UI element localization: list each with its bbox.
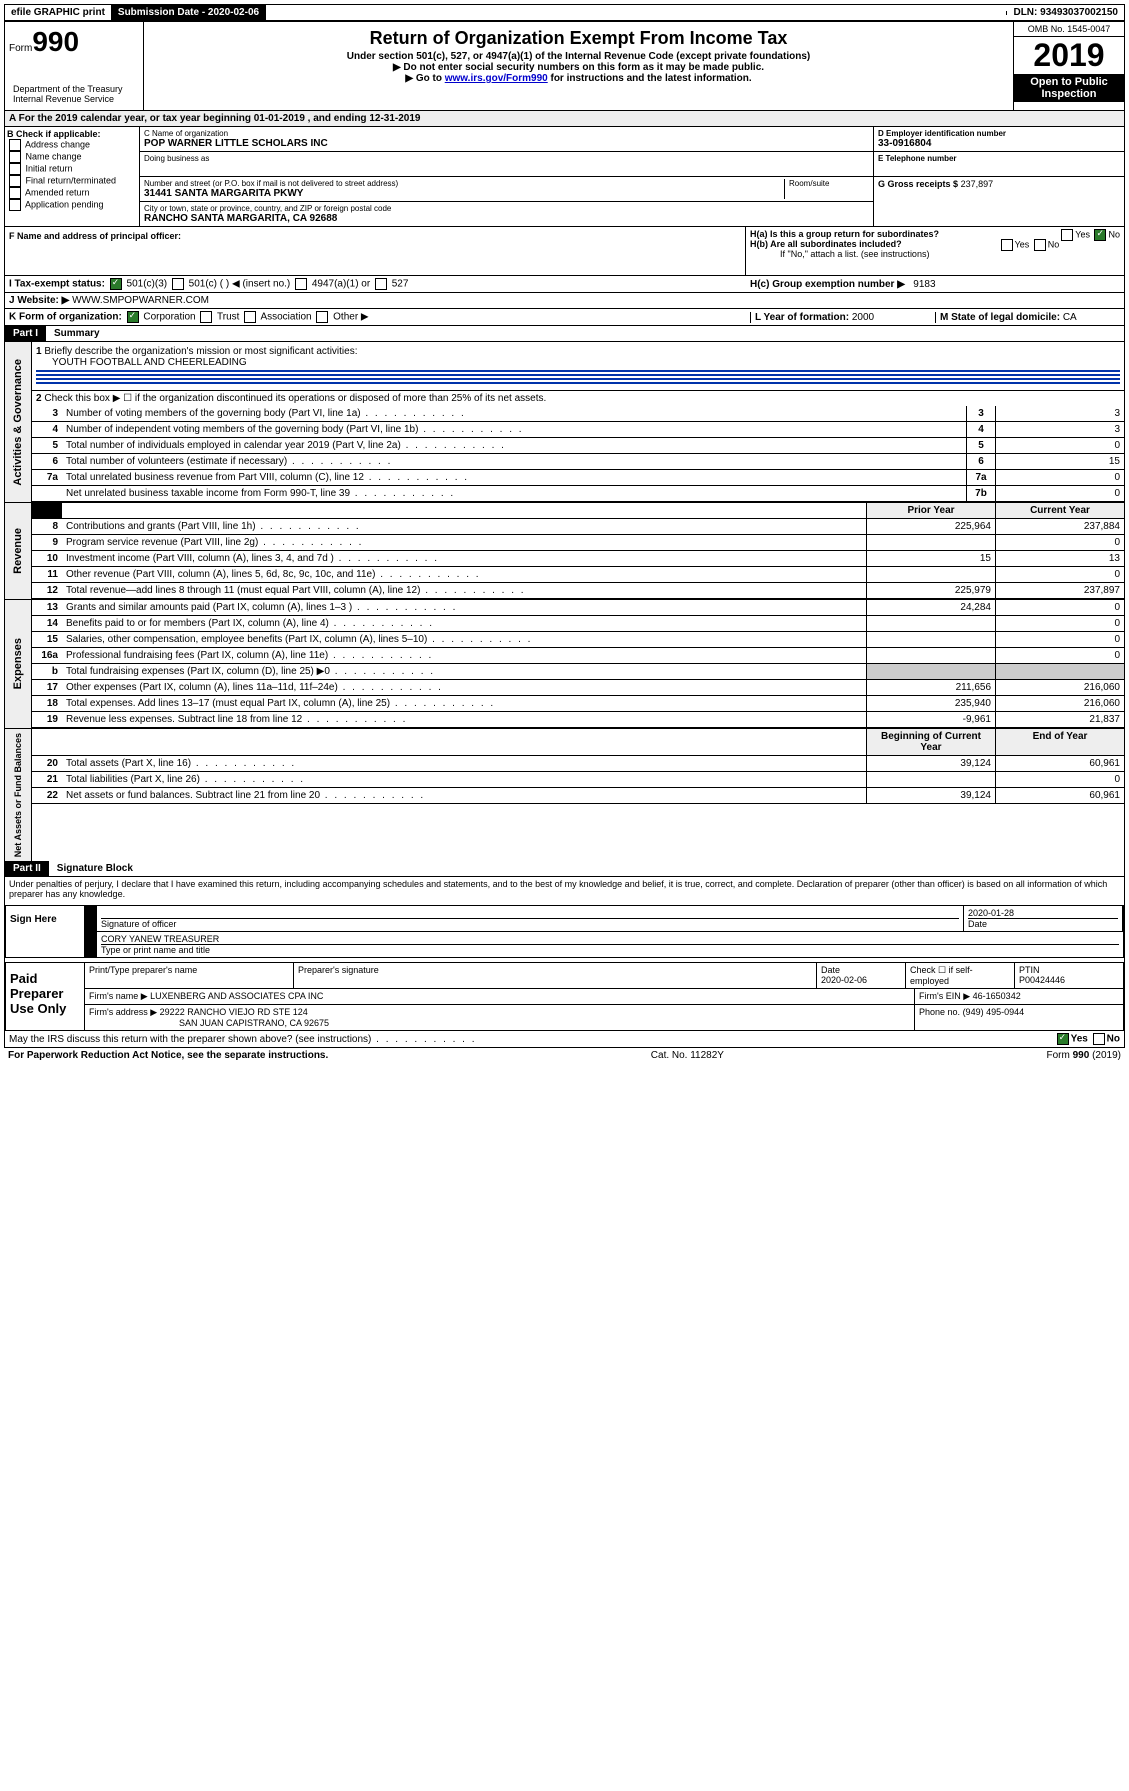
perjury-text: Under penalties of perjury, I declare th… [5, 877, 1124, 901]
table-row: 6Total number of volunteers (estimate if… [32, 454, 1124, 470]
checkbox-item[interactable]: Address change [7, 139, 137, 151]
col-b: B Check if applicable: Address change Na… [5, 127, 140, 226]
dept-label: Department of the Treasury Internal Reve… [9, 82, 139, 106]
checkbox-item[interactable]: Final return/terminated [7, 175, 137, 187]
form-id-block: Form990 Department of the Treasury Inter… [5, 22, 144, 110]
irs-link[interactable]: www.irs.gov/Form990 [445, 73, 548, 84]
col-d: D Employer identification number33-09168… [873, 127, 1124, 226]
form-title: Return of Organization Exempt From Incom… [148, 28, 1009, 49]
period-row: A For the 2019 calendar year, or tax yea… [5, 111, 1124, 127]
table-row: 10Investment income (Part VIII, column (… [32, 551, 1124, 567]
checkbox-item[interactable]: Initial return [7, 163, 137, 175]
table-row: 7aTotal unrelated business revenue from … [32, 470, 1124, 486]
table-row: 18Total expenses. Add lines 13–17 (must … [32, 696, 1124, 712]
table-row: 17Other expenses (Part IX, column (A), l… [32, 680, 1124, 696]
form-container: Form990 Department of the Treasury Inter… [4, 21, 1125, 1048]
table-row: 13Grants and similar amounts paid (Part … [32, 600, 1124, 616]
entity-grid: B Check if applicable: Address change Na… [5, 127, 1124, 227]
col-c: C Name of organizationPOP WARNER LITTLE … [140, 127, 873, 226]
table-row: 21Total liabilities (Part X, line 26)0 [32, 772, 1124, 788]
table-row: 8Contributions and grants (Part VIII, li… [32, 519, 1124, 535]
dln: DLN: 93493037002150 [1007, 5, 1124, 20]
table-row: 19Revenue less expenses. Subtract line 1… [32, 712, 1124, 728]
title-block: Return of Organization Exempt From Incom… [144, 22, 1013, 110]
table-row: 11Other revenue (Part VIII, column (A), … [32, 567, 1124, 583]
table-row: bTotal fundraising expenses (Part IX, co… [32, 664, 1124, 680]
table-row: 9Program service revenue (Part VIII, lin… [32, 535, 1124, 551]
table-row: 12Total revenue—add lines 8 through 11 (… [32, 583, 1124, 599]
table-row: 14Benefits paid to or for members (Part … [32, 616, 1124, 632]
sign-here-block: Sign Here Signature of officer2020-01-28… [5, 905, 1124, 958]
paid-preparer-block: Paid Preparer Use Only Print/Type prepar… [5, 962, 1124, 1031]
table-row: 22Net assets or fund balances. Subtract … [32, 788, 1124, 804]
footer: For Paperwork Reduction Act Notice, see … [4, 1048, 1125, 1063]
checkbox-item[interactable]: Amended return [7, 187, 137, 199]
principal-officer: F Name and address of principal officer: [5, 227, 746, 275]
table-row: 15Salaries, other compensation, employee… [32, 632, 1124, 648]
efile-label: efile GRAPHIC print [5, 5, 112, 20]
checkbox-item[interactable]: Application pending [7, 199, 137, 211]
submission-date: Submission Date - 2020-02-06 [112, 5, 266, 20]
table-row: 20Total assets (Part X, line 16)39,12460… [32, 756, 1124, 772]
table-row: 5Total number of individuals employed in… [32, 438, 1124, 454]
table-row: 3Number of voting members of the governi… [32, 406, 1124, 422]
year-block: OMB No. 1545-0047 2019 Open to Public In… [1013, 22, 1124, 110]
checkbox-item[interactable]: Name change [7, 151, 137, 163]
table-row: 16aProfessional fundraising fees (Part I… [32, 648, 1124, 664]
table-row: Net unrelated business taxable income fr… [32, 486, 1124, 502]
table-row: 4Number of independent voting members of… [32, 422, 1124, 438]
efile-header: efile GRAPHIC print Submission Date - 20… [4, 4, 1125, 21]
